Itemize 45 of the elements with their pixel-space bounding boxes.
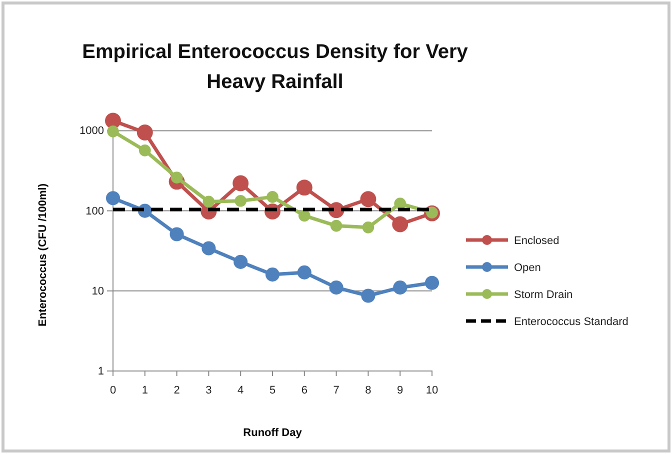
- point: [297, 265, 312, 280]
- point: [266, 191, 278, 203]
- point: [202, 241, 216, 256]
- point: [393, 280, 408, 295]
- y-tick-label: 100: [86, 205, 104, 218]
- y-axis-title: Enterococcus (CFU /100ml): [37, 183, 49, 327]
- x-axis-title: Runoff Day: [243, 427, 303, 439]
- point: [296, 180, 312, 196]
- legend-label: Storm Drain: [514, 289, 573, 301]
- x-tick-label: 7: [333, 384, 340, 396]
- point: [361, 288, 376, 303]
- point: [329, 280, 344, 295]
- point: [394, 198, 406, 210]
- x-tick-label: 4: [238, 384, 244, 396]
- x-tick-label: 9: [397, 384, 404, 396]
- legend-label: Open: [514, 262, 541, 274]
- y-tick-label: 1000: [80, 125, 104, 138]
- y-tick-label: 1: [98, 366, 104, 378]
- x-tick-label: 6: [301, 384, 308, 396]
- x-tick-label: 10: [426, 384, 438, 396]
- point: [202, 196, 215, 208]
- point: [234, 194, 247, 207]
- legend-label: Enterococcus Standard: [514, 316, 628, 328]
- x-tick-label: 0: [110, 384, 116, 396]
- x-tick-label: 2: [174, 384, 180, 396]
- point: [106, 191, 120, 206]
- point: [330, 220, 342, 232]
- point: [234, 254, 248, 269]
- point: [360, 191, 376, 208]
- x-tick-label: 3: [206, 384, 212, 396]
- legend-label: Enclosed: [514, 235, 560, 247]
- point: [232, 175, 249, 192]
- point: [138, 144, 151, 156]
- x-tick-label: 1: [142, 384, 148, 396]
- point: [170, 227, 184, 242]
- point: [424, 276, 440, 290]
- point: [392, 216, 408, 232]
- point: [298, 210, 310, 222]
- point: [136, 124, 153, 140]
- chart-title: Empirical Enterococcus Density for Very Heavy Rainfall: [82, 41, 469, 93]
- point: [265, 268, 280, 282]
- point: [362, 222, 374, 234]
- y-tick-label: 10: [92, 285, 104, 298]
- x-tick-label: 8: [365, 384, 372, 396]
- x-tick-label: 5: [269, 384, 276, 396]
